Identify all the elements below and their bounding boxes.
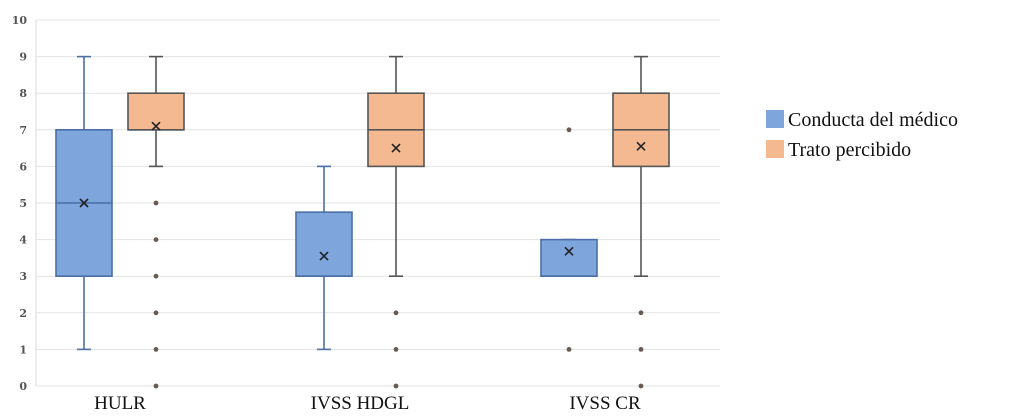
box-iqr [540, 238, 598, 278]
legend-swatch-0 [766, 110, 784, 128]
outlier-point [153, 383, 159, 389]
y-axis: 0 1 2 3 4 5 6 7 8 9 10 [12, 14, 28, 393]
y-tick-label: 2 [19, 307, 27, 320]
y-tick-label: 7 [19, 124, 27, 137]
x-category-label: IVSS HDGL [311, 393, 410, 414]
outlier-point [153, 237, 159, 243]
y-tick-label: 10 [12, 14, 28, 27]
outlier-point [153, 310, 159, 316]
y-tick-label: 5 [19, 197, 27, 210]
legend-swatch-1 [766, 140, 784, 158]
outlier-point [638, 347, 644, 352]
box-conducta-1 [295, 165, 353, 351]
mean-marker [564, 246, 574, 256]
outlier-point [638, 310, 644, 316]
legend: Conducta del médico Trato percibido [766, 109, 958, 161]
outlier-point [393, 310, 399, 316]
outlier-point [566, 347, 572, 352]
y-tick-label: 3 [19, 270, 27, 283]
mean-marker [79, 198, 89, 208]
box-iqr [127, 92, 185, 131]
box-trato-2 [612, 55, 670, 389]
outlier-point [393, 347, 399, 352]
plot-area [55, 55, 670, 389]
y-tick-label: 6 [19, 160, 27, 173]
mean-marker [319, 251, 329, 261]
box-conducta-2 [540, 127, 598, 352]
x-category-label: HULR [94, 393, 146, 414]
x-axis: HULR IVSS HDGL IVSS CR [94, 393, 641, 414]
outlier-point [566, 127, 572, 133]
x-category-label: IVSS CR [569, 393, 641, 414]
box-iqr [295, 211, 353, 277]
y-tick-label: 8 [19, 87, 27, 100]
mean-marker [636, 141, 646, 151]
y-tick-label: 1 [19, 343, 27, 356]
outlier-point [638, 383, 644, 389]
y-tick-label: 4 [19, 234, 27, 247]
outlier-point [153, 200, 159, 206]
outlier-point [153, 273, 159, 279]
y-tick-label: 9 [19, 51, 27, 64]
y-tick-label: 0 [19, 380, 27, 393]
mean-marker [391, 143, 401, 153]
legend-label-1: Trato percibido [788, 139, 911, 161]
legend-label-0: Conducta del médico [788, 109, 958, 131]
outlier-point [393, 383, 399, 389]
box-trato-1 [367, 55, 425, 389]
gridlines [35, 19, 720, 387]
outlier-point [153, 347, 159, 352]
box-trato-0 [127, 55, 185, 389]
mean-marker [151, 121, 161, 131]
box-conducta-0 [55, 55, 113, 351]
